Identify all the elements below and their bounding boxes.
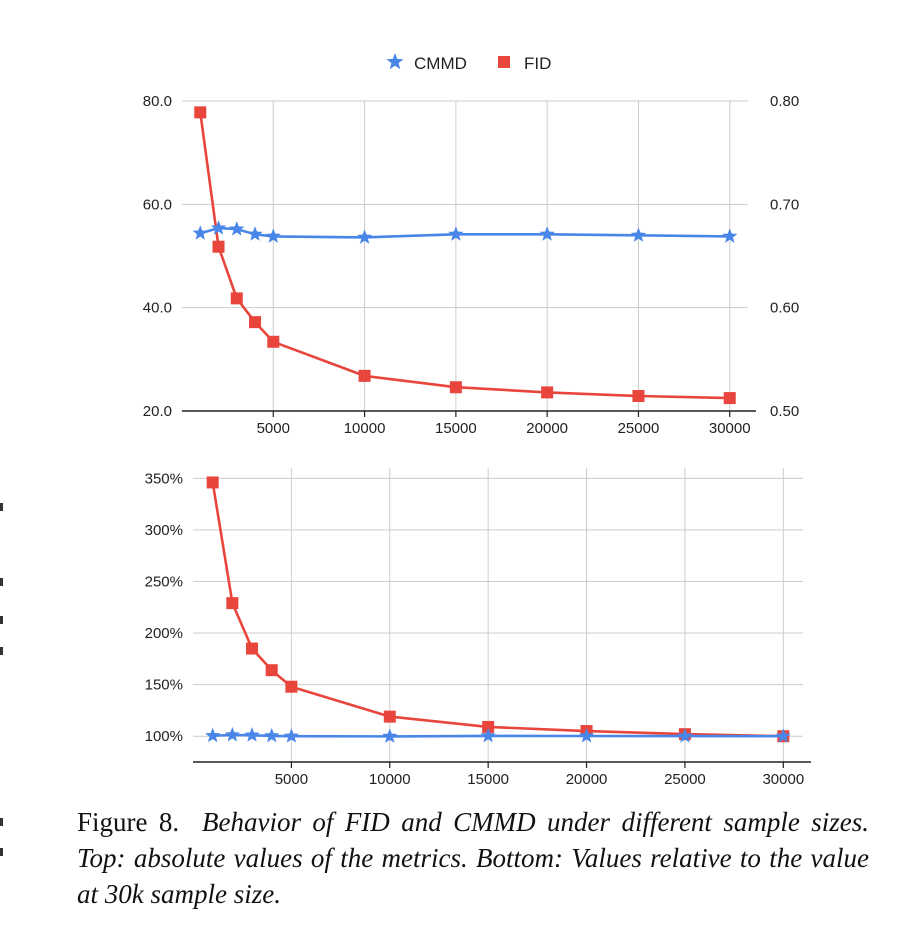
y-tick-label: 150% <box>145 677 183 694</box>
data-point-cmmd <box>775 728 791 743</box>
data-point-cmmd <box>448 226 464 241</box>
data-point-fid <box>723 392 736 405</box>
x-tick-label: 25000 <box>664 771 706 788</box>
margin-mark <box>0 503 3 511</box>
data-point-fid <box>632 390 645 403</box>
caption-text: Behavior of FID and CMMD under different… <box>77 807 870 909</box>
y-tick-label: 40.0 <box>143 300 172 317</box>
y-tick-label: 100% <box>145 728 183 745</box>
margin-mark <box>0 578 3 586</box>
data-point-cmmd <box>264 727 280 743</box>
data-point-fid <box>482 720 495 733</box>
y-tick-label: 300% <box>145 522 183 539</box>
data-point-cmmd <box>229 221 245 236</box>
caption-label: Figure 8. <box>77 807 180 837</box>
margin-mark <box>0 848 3 856</box>
margin-mark <box>0 818 3 826</box>
y-tick-label: 250% <box>145 573 183 590</box>
data-point-cmmd <box>205 727 221 743</box>
data-point-fid <box>541 386 554 399</box>
data-point-cmmd <box>244 727 260 742</box>
data-point-fid <box>449 381 462 394</box>
series-line-cmmd <box>199 226 730 239</box>
bottom-chart-relative: 5000 10000 15000 20000 25000 30000 350% 300% 250… <box>145 468 811 788</box>
data-point-fid <box>246 642 259 655</box>
figure-caption: Figure 8. Behavior of FID and CMMD under… <box>77 804 869 912</box>
x-tick-label: 15000 <box>435 420 477 437</box>
series-line-fid <box>199 112 730 400</box>
data-point-cmmd <box>283 728 299 743</box>
data-point-fid <box>194 106 207 119</box>
data-point-fid <box>358 369 371 382</box>
data-point-fid <box>206 476 219 489</box>
data-point-cmmd <box>224 726 240 742</box>
data-point-fid <box>267 335 280 348</box>
y-tick-label: 350% <box>145 470 183 487</box>
data-point-cmmd <box>356 229 373 244</box>
data-point-cmmd <box>382 728 398 743</box>
data-point-fid <box>383 710 396 723</box>
data-point-fid <box>212 240 225 253</box>
y-right-tick-label: 0.80 <box>770 93 799 110</box>
y-right-tick-label: 0.50 <box>770 403 799 420</box>
data-point-fid <box>285 680 298 693</box>
chart-legend: CMMD FID <box>386 53 551 73</box>
y-right-tick-label: 0.70 <box>770 196 799 213</box>
x-tick-label: 20000 <box>526 420 568 437</box>
data-point-cmmd <box>677 728 693 743</box>
series-line-cmmd <box>212 733 784 738</box>
data-point-cmmd <box>539 226 555 241</box>
data-point-cmmd <box>192 225 208 240</box>
x-tick-label: 30000 <box>709 420 751 437</box>
data-point-fid <box>265 664 278 677</box>
x-tick-label: 30000 <box>762 771 804 788</box>
x-tick-label: 25000 <box>618 420 660 437</box>
y-right-tick-label: 0.60 <box>770 300 799 317</box>
y-tick-label: 20.0 <box>143 403 172 420</box>
top-chart-absolute: 5000 10000 15000 20000 25000 30000 80.0 60.0 40.… <box>143 93 799 437</box>
y-tick-label: 60.0 <box>143 196 172 213</box>
data-point-cmmd <box>210 220 227 235</box>
legend-item-cmmd: CMMD <box>386 53 467 73</box>
data-point-fid <box>249 316 262 329</box>
data-point-fid <box>230 292 243 305</box>
figure-charts: CMMD FID 5000 10000 15000 20000 25000 30000 80… <box>143 53 811 788</box>
data-point-cmmd <box>578 728 595 743</box>
data-point-fid <box>226 597 239 610</box>
legend-label-fid: FID <box>524 54 551 73</box>
data-point-cmmd <box>247 226 263 241</box>
x-tick-label: 10000 <box>344 420 386 437</box>
x-tick-label: 5000 <box>257 420 290 437</box>
data-point-cmmd <box>722 228 738 243</box>
series-line-fid <box>211 482 784 738</box>
legend-label-cmmd: CMMD <box>414 54 467 73</box>
x-tick-label: 10000 <box>369 771 411 788</box>
x-tick-label: 20000 <box>566 771 608 788</box>
y-tick-label: 200% <box>145 625 183 642</box>
star-icon <box>386 53 404 70</box>
margin-mark <box>0 647 3 655</box>
data-point-cmmd <box>480 727 496 743</box>
x-tick-label: 5000 <box>275 771 308 788</box>
x-tick-label: 15000 <box>467 771 509 788</box>
data-point-cmmd <box>630 227 647 242</box>
data-point-cmmd <box>265 228 281 243</box>
margin-mark <box>0 616 3 624</box>
square-icon <box>498 56 510 68</box>
legend-item-fid: FID <box>498 54 551 73</box>
y-tick-label: 80.0 <box>143 93 172 110</box>
